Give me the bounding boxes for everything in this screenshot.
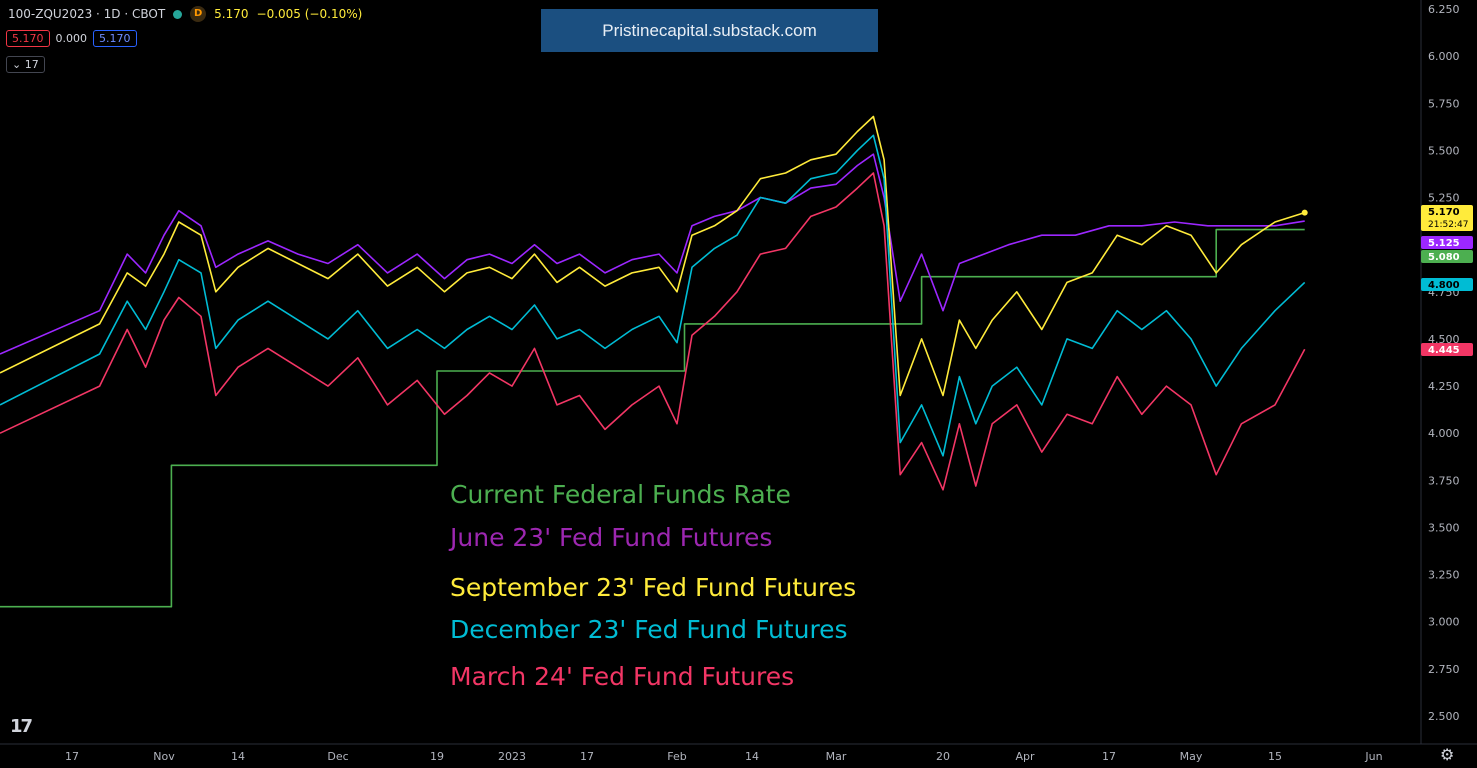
time-axis: 17 Nov 14 Dec 19 2023 17 Feb 14 Mar 20 Apr 17 May 15 Ju… [65,750,1383,763]
price-tag-value: 4.800 [1428,280,1460,291]
watermark-banner: Pristinecapital.substack.com [541,9,878,52]
y-tick-label: 6.000 [1428,50,1460,63]
x-tick-label: Apr [1015,750,1035,763]
x-tick-label: 19 [430,750,444,763]
x-tick-label: Mar [826,750,847,763]
price-tag-bg [1421,236,1473,249]
y-tick-label: 4.500 [1428,333,1460,346]
gear-icon[interactable]: ⚙ [1440,745,1455,764]
x-tick-label: 14 [231,750,245,763]
bid-ask-row: 5.170 0.000 5.170 [6,30,137,47]
y-tick-label: 6.250 [1428,3,1460,16]
chevron-down-icon: ⌄ [12,58,22,71]
series-line-0[interactable] [0,228,1305,608]
y-tick-label: 4.250 [1428,380,1460,393]
price-tag-value: 5.080 [1428,252,1460,263]
x-tick-label: May [1180,750,1203,763]
last-price: 5.170 [214,7,249,21]
x-tick-label: 20 [936,750,950,763]
x-tick-label: Jun [1364,750,1382,763]
legend-item-fed-rate: Current Federal Funds Rate [450,480,791,509]
y-tick-label: 5.250 [1428,192,1460,205]
price-tag-bg [1421,343,1473,356]
x-tick-label: Feb [667,750,686,763]
x-tick-label: 2023 [498,750,526,763]
series-line-2[interactable] [0,115,1305,397]
price-tag-value: 4.445 [1428,345,1460,356]
x-tick-label: Nov [153,750,175,763]
indicators-toggle[interactable]: ⌄ 17 [6,56,45,73]
x-tick-label: Dec [327,750,348,763]
price-tag-countdown: 21:52:47 [1428,220,1468,230]
indicator-count: 17 [24,58,39,71]
x-tick-label: 17 [1102,750,1116,763]
series-line-3[interactable] [0,134,1306,457]
x-tick-label: 17 [65,750,79,763]
y-tick-label: 4.000 [1428,427,1460,440]
price-tag-bg [1421,278,1473,291]
x-tick-label: 15 [1268,750,1282,763]
legend-item-dec23: December 23' Fed Fund Futures [450,615,848,644]
x-tick-label: 17 [580,750,594,763]
price-axis: 2.500 2.750 3.000 3.250 3.500 3.750 4.000 4.250… [1428,3,1460,723]
last-point-marker [1301,209,1308,216]
price-change: −0.005 (−0.10%) [256,7,363,21]
y-tick-label: 2.500 [1428,710,1460,723]
y-tick-label: 3.000 [1428,616,1460,629]
legend-item-june23: June 23' Fed Fund Futures [450,523,773,552]
y-tick-label: 3.250 [1428,569,1460,582]
legend-item-sep23: September 23' Fed Fund Futures [450,573,857,602]
y-tick-label: 3.750 [1428,474,1460,487]
y-tick-label: 3.500 [1428,521,1460,534]
tradingview-logo-icon[interactable]: 17 [10,716,33,737]
y-tick-label: 5.750 [1428,97,1460,110]
series-line-1[interactable] [0,153,1305,355]
price-tag-value: 5.125 [1428,238,1460,249]
x-tick-label: 14 [745,750,759,763]
interval-badge[interactable]: D [190,6,207,22]
legend-item-mar24: March 24' Fed Fund Futures [450,662,795,691]
symbol-header: 100-ZQU2023 · 1D · CBOT D 5.170 −0.005 (… [8,6,362,22]
series-layer [0,115,1308,608]
price-tags: 5.170 21:52:47 5.125 5.080 4.800 4.445 [1421,205,1473,356]
price-tag-value: 5.170 [1428,207,1460,218]
spread-value: 0.000 [55,32,88,45]
bid-price-button[interactable]: 5.170 [6,30,50,47]
market-status-icon [173,9,183,19]
ask-price-button[interactable]: 5.170 [93,30,137,47]
symbol-title[interactable]: 100-ZQU2023 · 1D · CBOT [8,7,166,21]
y-tick-label: 5.500 [1428,144,1460,157]
series-line-4[interactable] [0,172,1306,491]
y-tick-label: 2.750 [1428,663,1460,676]
price-tag-bg [1421,205,1473,231]
price-tag-bg [1421,250,1473,263]
